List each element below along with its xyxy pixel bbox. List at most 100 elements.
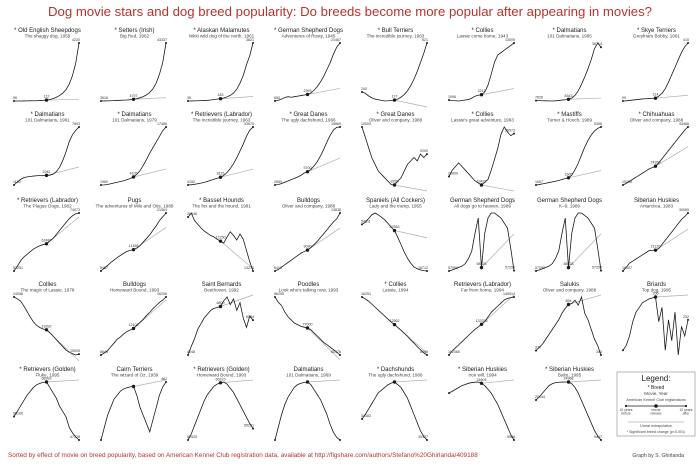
panel-2: * Setters (Irish)Big Red, 1962 3616 4797 43… [100,28,167,102]
panel-start-point [535,99,537,102]
panel-breed-title: * Retrievers (Labrador) [191,112,252,118]
panel-end-label: 4220 [72,38,80,42]
panel-start-point [100,100,102,102]
panel-release-point [44,98,49,102]
panel-start-point [622,349,624,352]
panel-release-point [479,93,484,97]
panel-end-label: 6084 [246,315,254,319]
panel-movie-subtitle: Fluke, 1995 [35,373,59,378]
panel-end-label: 16712 [418,266,428,270]
panel-series-line [361,381,428,441]
panel-start-label: 20448 [187,212,197,216]
panel-release-label: 8343 [565,94,573,98]
panel-extrapolation-line [133,168,167,178]
panel-release-point [305,92,310,97]
panel-release-label: 58428 [477,262,487,266]
panel-release-point [218,97,223,101]
panel-start-label: 3616 [100,96,108,100]
panel-extrapolation-line [394,184,428,192]
panel-movie-subtitle: Far from home, 1994 [461,288,504,293]
panel-series-line [448,126,515,186]
panel-end-label: 57250 [505,266,515,270]
panel-end-label: 15869 [331,122,341,126]
legend-before-label: 10 years before [619,408,632,416]
panel-movie-subtitle: Oliver and company, 1988 [282,204,336,209]
panel-extrapolation-line [46,98,80,101]
legend-breed: * Breed [648,385,665,391]
panel-start-label: 6413 [274,266,282,270]
panel-series-line [100,212,167,272]
panel-end-label: 9467 [594,435,602,439]
panel-end-point [513,439,515,441]
panel-breed-title: * Great Danes [376,112,414,118]
panel-movie-subtitle: The incredible journey, 1963 [367,34,425,39]
legend-movie-year: Movie, Year [644,391,668,396]
panel-extrapolation-line [133,379,167,387]
panel-end-point [600,46,602,49]
panel-start-label: 650 [274,96,280,100]
panel-end-point [78,439,80,441]
panel-start-label: 112365 [448,350,460,354]
panel-end-label: 21564 [157,208,167,212]
panel-breed-title: * Dalmatians [30,112,64,118]
panel-release-point [392,98,397,102]
panel-start-point [187,100,189,102]
panel-extrapolation-line [307,327,341,360]
panel-breed-title: * Chihuahuas [638,112,674,118]
legend: Legend: * Breed Movie, Year American Ken… [616,371,696,437]
panel-series-line [100,381,167,441]
panel-end-label: 3821 [246,38,254,42]
panel-end-point [600,439,602,441]
panel-movie-subtitle: The shaggy dog, 1959 [25,34,71,39]
panel-start-point [13,99,15,102]
panel-breed-title: Retrievers (Labrador) [454,282,511,288]
panel-start-point [535,270,537,272]
panel-start-point [361,418,363,421]
panel-release-label: 183 [218,93,224,97]
panel-movie-subtitle: Lassie's great adventure, 1963 [451,118,514,123]
panel-release-label: 58428 [564,262,574,266]
panel-end-point [426,42,428,44]
panel-release-label: 5700 [304,166,312,170]
panel-movie-subtitle: The ugly dachshund, 1966 [281,118,336,123]
panel-start-point [535,184,537,186]
panel-series-line [622,212,689,272]
panel-release-label: 19392 [42,324,52,328]
panel-release-point [218,175,223,179]
panel-breed-title: * Dalmatians [117,112,151,118]
panel-end-label: 462 [161,377,167,381]
panel-start-point [622,100,624,102]
panel-start-point [100,439,102,441]
panel-end-point [513,296,515,298]
panel-start-point [622,184,624,186]
panel-end-label: 13009 [505,38,515,42]
panel-end-label: 33675 [244,122,254,126]
panel-start-label: 20144 [535,395,545,399]
panel-start-point [448,392,450,395]
panel-movie-subtitle: Big Red, 1962 [120,34,150,39]
panel-start-label: 24056 [13,292,23,296]
panel-start-label: 5467 [100,266,108,270]
panel-breed-title: * Basset Hounds [199,198,244,204]
panel-21: Spaniels (All Cockers)Lady and the tramp… [361,198,428,272]
panel-end-label: 7893 [72,122,80,126]
panel-end-point [513,269,515,272]
panel-end-label: 621 [422,38,428,42]
panel-end-label: 410 [683,38,689,42]
panel-end-point [252,427,254,430]
panel-movie-subtitle: The fox and the hound, 1981 [192,204,251,209]
panel-end-label: 149914 [503,292,515,296]
